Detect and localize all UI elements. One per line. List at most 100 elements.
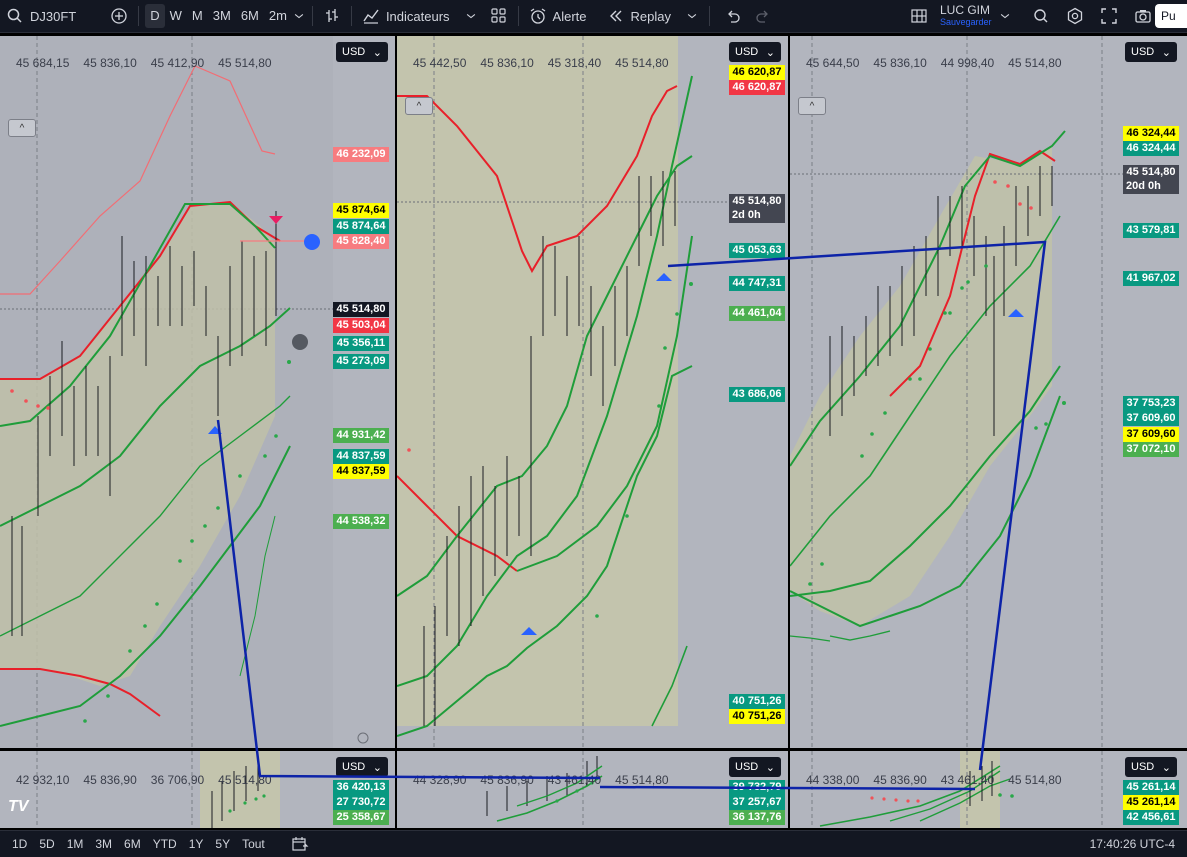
indicators-button[interactable]: Indicateurs — [356, 0, 484, 32]
currency-select[interactable]: USD ⌄ — [336, 42, 388, 62]
timeframe-d[interactable]: D — [145, 4, 165, 28]
clock-timezone[interactable]: 17:40:26 UTC-4 — [1089, 837, 1175, 851]
price-label: 45 874,64 — [333, 219, 389, 234]
compare-button[interactable] — [104, 0, 134, 32]
currency-select[interactable]: USD ⌄ — [1125, 42, 1177, 62]
timeframe-w[interactable]: W — [169, 8, 182, 23]
ohlc-legend: 42 932,10 45 836,90 36 706,90 45 514,80 — [16, 773, 272, 787]
goto-date-button[interactable] — [285, 835, 315, 853]
timeframe-6m[interactable]: 6M — [240, 8, 259, 23]
ohlc-low: 36 706,90 — [150, 773, 205, 787]
chevron-down-icon: ⌄ — [1161, 46, 1171, 59]
price-label: 43 579,81 — [1123, 223, 1179, 238]
publish-button[interactable]: Pu — [1155, 4, 1187, 28]
range-1m[interactable]: 1M — [66, 837, 84, 851]
tradingview-logo: TV — [8, 798, 29, 815]
ohlc-legend: 45 442,50 45 836,10 45 318,40 45 514,80 — [413, 56, 669, 70]
price-label: 37 609,60 — [1123, 427, 1179, 442]
camera-icon — [1135, 10, 1151, 23]
separator — [517, 6, 519, 26]
currency-select[interactable]: USD ⌄ — [1125, 757, 1177, 777]
currency-select[interactable]: USD ⌄ — [729, 42, 781, 62]
price-label: 25 358,67 — [333, 810, 389, 825]
snapshot-button[interactable] — [1128, 0, 1158, 32]
price-label: 44 538,32 — [333, 514, 389, 529]
ohlc-close: 45 514,80 — [1008, 56, 1062, 70]
replay-button[interactable]: Replay — [601, 0, 705, 32]
symbol-search[interactable]: DJ30FT — [0, 0, 82, 32]
currency-label: USD — [1131, 46, 1155, 58]
chevron-down-icon: ⌄ — [372, 46, 382, 59]
fullscreen-button[interactable] — [1094, 0, 1124, 32]
user-menu[interactable]: LUC GIM Sauvegarder — [934, 0, 1018, 32]
price-label: 45 514,80 — [1123, 165, 1179, 180]
ohlc-open: 42 932,10 — [16, 773, 70, 787]
price-label: 44 837,59 — [333, 464, 389, 479]
price-label: 45 261,14 — [1123, 795, 1179, 810]
ohlc-open: 45 442,50 — [413, 56, 467, 70]
undo-button[interactable] — [718, 0, 748, 32]
range-1d[interactable]: 1D — [12, 837, 28, 851]
ohlc-close: 45 514,80 — [218, 773, 272, 787]
price-label: 40 751,26 — [729, 709, 785, 724]
range-5d[interactable]: 5D — [39, 837, 55, 851]
alert-button[interactable]: Alerte — [523, 0, 593, 32]
price-label: 46 620,87 — [729, 65, 785, 80]
currency-label: USD — [342, 46, 366, 58]
range-5y[interactable]: 5Y — [215, 837, 231, 851]
price-label: 36 137,76 — [729, 810, 785, 825]
collapse-button[interactable]: ^ — [798, 97, 826, 115]
chart-pane-3[interactable]: 45 644,50 45 836,10 44 998,40 45 514,80 … — [790, 36, 1187, 748]
layouts-button[interactable] — [484, 0, 514, 32]
ohlc-open: 45 684,15 — [16, 56, 70, 70]
layout-select-button[interactable] — [904, 0, 934, 32]
chevron-up-icon: ^ — [809, 100, 815, 112]
chart-pane-6[interactable]: 44 338,00 45 836,90 43 461,40 45 514,80 … — [790, 751, 1187, 828]
chart-pane-4[interactable]: 42 932,10 45 836,90 36 706,90 45 514,80 … — [0, 751, 395, 828]
range-6m[interactable]: 6M — [124, 837, 141, 851]
chevron-down-icon[interactable] — [292, 7, 306, 25]
chevron-down-icon — [687, 14, 697, 19]
currency-select[interactable]: USD ⌄ — [729, 757, 781, 777]
price-label: 37 257,67 — [729, 795, 785, 810]
settings-button[interactable] — [1060, 0, 1090, 32]
price-label: 37 753,23 — [1123, 396, 1179, 411]
fullscreen-icon — [1101, 8, 1117, 24]
ohlc-high: 45 836,10 — [480, 56, 534, 70]
price-label: 44 461,04 — [729, 306, 785, 321]
chart-type-button[interactable] — [317, 0, 347, 32]
ohlc-legend: 44 338,00 45 836,90 43 461,40 45 514,80 — [806, 773, 1062, 787]
separator — [311, 6, 313, 26]
separator — [708, 6, 710, 26]
chevron-down-icon: ⌄ — [372, 761, 382, 774]
save-label: Sauvegarder — [940, 17, 992, 27]
collapse-button[interactable]: ^ — [8, 119, 36, 137]
currency-label: USD — [735, 46, 759, 58]
currency-select[interactable]: USD ⌄ — [336, 757, 388, 777]
range-1y[interactable]: 1Y — [188, 837, 204, 851]
timeframe-2m[interactable]: 2m — [268, 8, 287, 23]
chart-pane-1[interactable]: 45 684,15 45 836,10 45 412,90 45 514,80 … — [0, 36, 395, 748]
ohlc-high: 45 836,10 — [873, 56, 927, 70]
ohlc-low: 44 998,40 — [940, 56, 995, 70]
ohlc-high: 45 836,10 — [83, 56, 137, 70]
chart-pane-5[interactable]: 44 328,90 45 836,90 43 461,40 45 514,80 … — [397, 751, 788, 828]
timeframe-group: D W M 3M 6M 2m — [143, 0, 308, 32]
ohlc-legend: 45 684,15 45 836,10 45 412,90 45 514,80 — [16, 56, 272, 70]
chevron-down-icon: ⌄ — [765, 46, 775, 59]
collapse-button[interactable]: ^ — [405, 97, 433, 115]
range-all[interactable]: Tout — [242, 837, 265, 851]
user-name: LUC GIM — [940, 3, 991, 17]
price-label: 45 874,64 — [333, 203, 389, 218]
timeframe-3m[interactable]: 3M — [212, 8, 231, 23]
indicators-label: Indicateurs — [385, 8, 450, 24]
user-block: LUC GIM Sauvegarder — [940, 4, 992, 28]
chart-pane-2[interactable]: 45 442,50 45 836,10 45 318,40 45 514,80 … — [397, 36, 788, 748]
range-ytd[interactable]: YTD — [152, 837, 177, 851]
redo-button[interactable] — [748, 0, 778, 32]
currency-label: USD — [342, 761, 366, 773]
quick-search-button[interactable] — [1026, 0, 1056, 32]
currency-label: USD — [1131, 761, 1155, 773]
range-3m[interactable]: 3M — [95, 837, 113, 851]
timeframe-m[interactable]: M — [191, 8, 203, 23]
